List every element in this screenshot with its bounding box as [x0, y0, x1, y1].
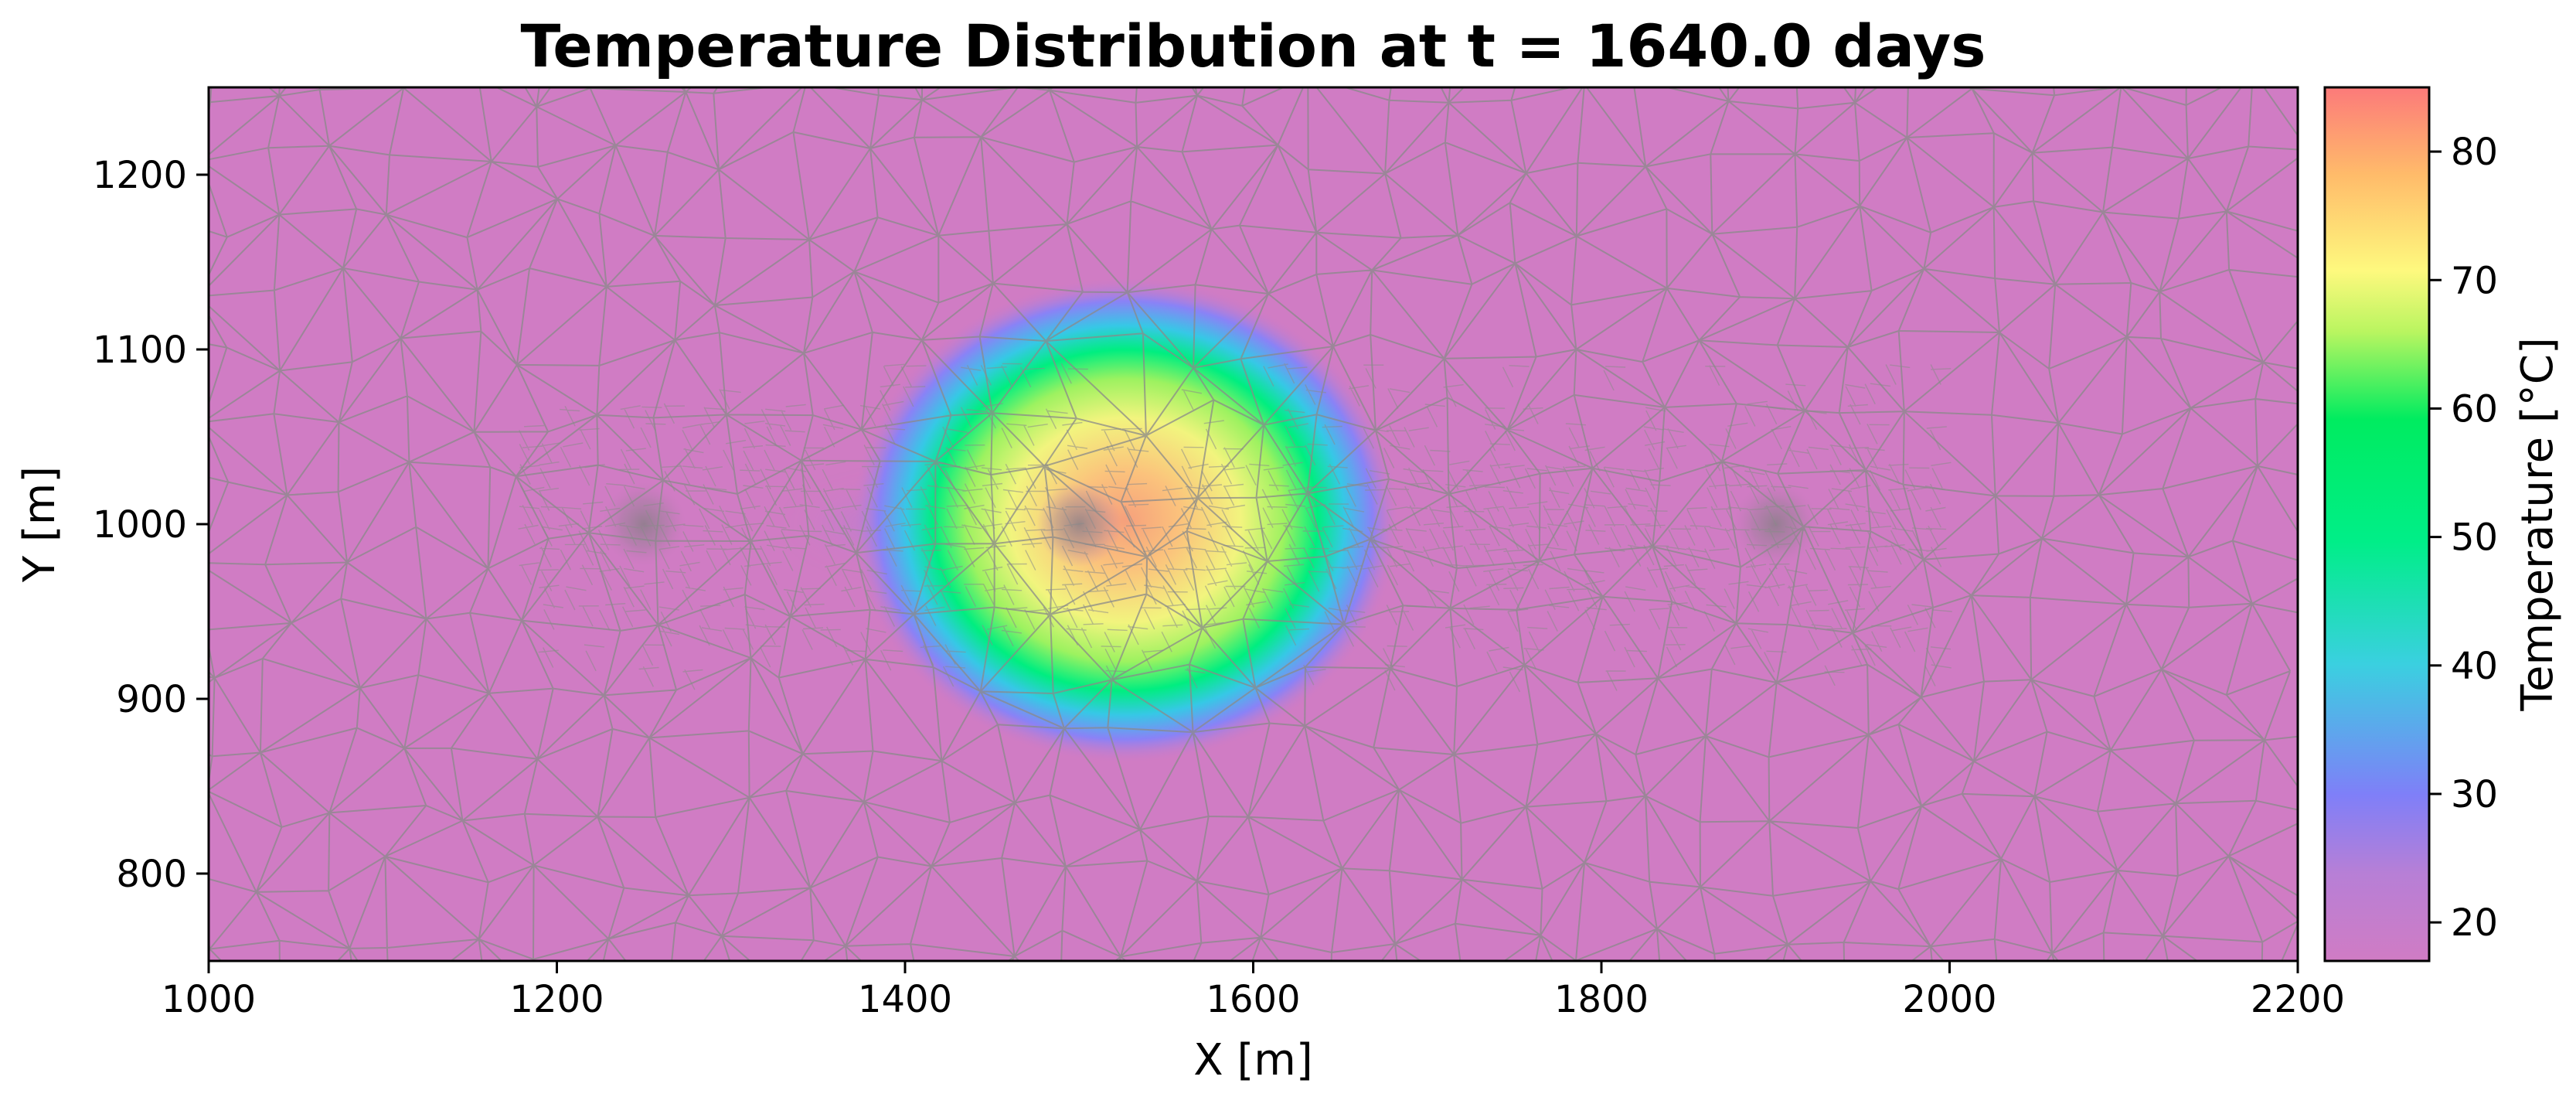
colorbar-tick-label: 50: [2451, 516, 2498, 560]
x-tick-label: 2200: [2251, 978, 2345, 1021]
y-axis: 800 900 1000 1100 1200: [93, 154, 209, 896]
y-tick-label: 1100: [93, 329, 187, 372]
colorbar-tick-label: 60: [2451, 387, 2498, 431]
colorbar-label: Temperature [°C]: [2513, 337, 2563, 711]
colorbar-tick-label: 40: [2451, 645, 2498, 688]
colorbar-ticks: 20 30 40 50 60 70 80: [2429, 131, 2498, 945]
x-tick-label: 1000: [162, 978, 256, 1021]
x-tick-label: 1600: [1206, 978, 1300, 1021]
y-tick-label: 900: [116, 678, 187, 721]
y-axis-label: Y [m]: [15, 466, 65, 583]
y-tick-label: 1000: [93, 503, 187, 547]
colorbar-tick-label: 70: [2451, 259, 2498, 302]
x-tick-label: 1200: [509, 978, 604, 1021]
chart-title: Temperature Distribution at t = 1640.0 d…: [521, 12, 1986, 80]
refined-mesh: [518, 363, 1952, 693]
x-tick-label: 1400: [858, 978, 952, 1021]
x-tick-label: 2000: [1902, 978, 1996, 1021]
well-1: [601, 482, 687, 567]
thermal-plume: [851, 277, 1400, 764]
plot-area: [209, 87, 2298, 961]
x-axis: 1000 1200 1400 1600 1800 2000 2200: [162, 961, 2345, 1021]
colorbar-tick-label: 30: [2451, 773, 2498, 816]
y-tick-label: 800: [116, 853, 187, 896]
colorbar-tick-label: 80: [2451, 131, 2498, 174]
y-tick-label: 1200: [93, 154, 187, 197]
mesh-lines: [209, 87, 2298, 961]
x-axis-label: X [m]: [1193, 1035, 1312, 1085]
colorbar: 20 30 40 50 60 70 80 Temperature [°C]: [2323, 86, 2563, 962]
colorbar-tick-label: 20: [2451, 901, 2498, 945]
coarse-mesh: [209, 87, 2298, 961]
x-tick-label: 1800: [1554, 978, 1649, 1021]
colorbar-gradient: [2323, 86, 2431, 962]
